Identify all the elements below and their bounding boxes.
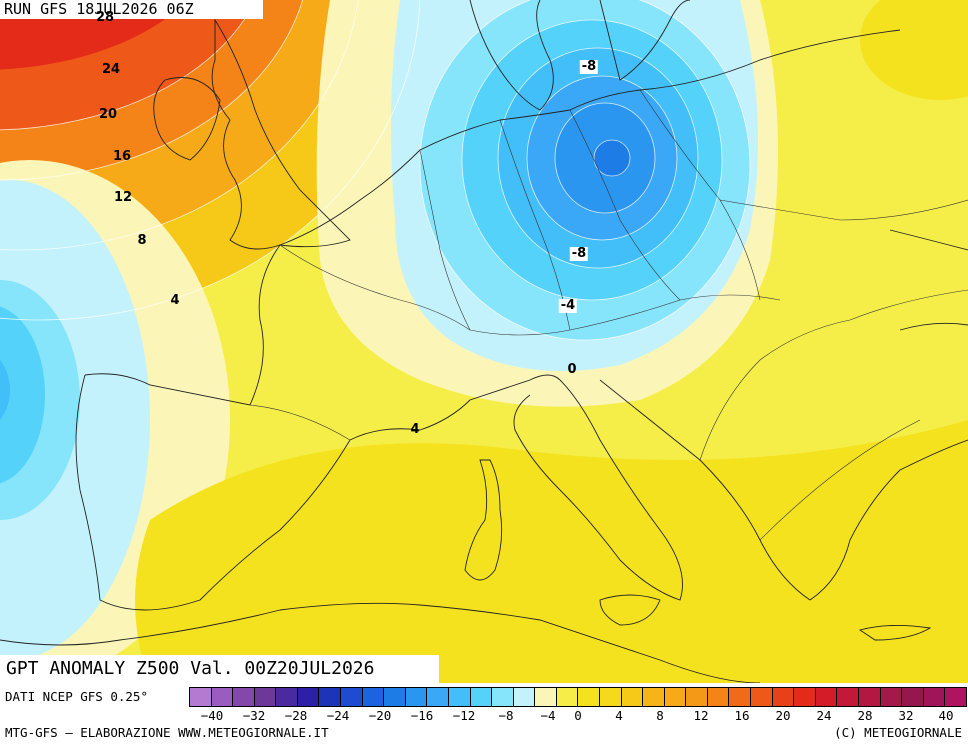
colorbar-cell	[492, 688, 514, 706]
positive-anomaly-med	[135, 0, 968, 683]
contour-label-20: 20	[98, 107, 118, 122]
map-svg	[0, 0, 968, 683]
colorbar-cell	[341, 688, 363, 706]
colorbar-cell	[751, 688, 773, 706]
colorbar-tick-label: −28	[284, 708, 308, 723]
colorbar-tick-label: −4	[540, 708, 556, 723]
colorbar-tick-label: 20	[775, 708, 791, 723]
colorbar-cell	[470, 688, 493, 706]
contour-label-8: 8	[137, 233, 147, 248]
borders	[249, 89, 968, 541]
colorbar-tick-label: −20	[368, 708, 392, 723]
colorbar-tick-label: 16	[734, 708, 750, 723]
colorbar-tick-label: −16	[410, 708, 434, 723]
colorbar-tick-label: 24	[816, 708, 832, 723]
colorbar-cell	[405, 688, 428, 706]
credit-left: MTG-GFS — ELABORAZIONE WWW.METEOGIORNALE…	[5, 725, 329, 740]
colorbar-cell	[880, 688, 903, 706]
contour-label-4-west: 4	[170, 293, 180, 308]
coastlines	[0, 0, 968, 683]
colorbar-cell	[794, 688, 816, 706]
colorbar-cell	[384, 688, 406, 706]
colorbar-cell	[448, 688, 471, 706]
colorbar-cell	[362, 688, 385, 706]
contour-label-24: 24	[101, 62, 121, 77]
colorbar-cell	[664, 688, 687, 706]
colorbar-tick-label: −32	[242, 708, 266, 723]
contour-label-minus8-north: -8	[579, 59, 599, 74]
colorbar-cell	[211, 688, 234, 706]
contour-label-16: 16	[112, 149, 132, 164]
anomaly-map: RUN GFS 18JUL2026 06Z 28 24 20 16 12 8 4…	[0, 0, 968, 683]
colorbar-cell	[556, 688, 579, 706]
colorbar-cell	[643, 688, 665, 706]
colorbar-cell	[923, 688, 946, 706]
colorbar-cell	[729, 688, 752, 706]
colorbar-tick-label: 28	[857, 708, 873, 723]
colorbar-cell	[276, 688, 298, 706]
colorbar-cell	[686, 688, 708, 706]
contour-label-12: 12	[113, 190, 133, 205]
colorbar-cell	[815, 688, 838, 706]
colorbar-tick-label: 12	[693, 708, 709, 723]
colorbar-cell	[621, 688, 644, 706]
colorbar-cell	[190, 688, 212, 706]
colorbar-cell	[578, 688, 600, 706]
colorbar	[189, 687, 967, 707]
colorbar-tick-label: 0	[574, 708, 582, 723]
colorbar-cell	[902, 688, 924, 706]
colorbar-tick-label: 40	[938, 708, 954, 723]
colorbar-cell	[297, 688, 320, 706]
colorbar-cell	[599, 688, 622, 706]
colorbar-cell	[858, 688, 881, 706]
colorbar-cell	[837, 688, 859, 706]
negative-anomaly-center	[391, 0, 758, 372]
colorbar-cell	[233, 688, 255, 706]
colorbar-cell	[535, 688, 557, 706]
colorbar-tick-label: −40	[200, 708, 224, 723]
colorbar-tick-label: 8	[656, 708, 664, 723]
colorbar-tick-label: −12	[452, 708, 476, 723]
map-title: GPT ANOMALY Z500 Val. 00Z20JUL2026	[0, 655, 439, 683]
colorbar-tick-label: −8	[498, 708, 514, 723]
colorbar-cell	[772, 688, 795, 706]
colorbar-cell	[945, 688, 966, 706]
contour-label-minus4: -4	[558, 298, 578, 313]
colorbar-cell	[513, 688, 536, 706]
colorbar-tick-label: 32	[898, 708, 914, 723]
colorbar-cell	[707, 688, 730, 706]
colorbar-cell	[319, 688, 342, 706]
contour-label-28: 28	[95, 10, 115, 25]
colorbar-tick-label: −24	[326, 708, 350, 723]
credit-right: (C) METEOGIORNALE	[834, 725, 962, 740]
colorbar-cell	[254, 688, 277, 706]
contour-label-0: 0	[567, 362, 577, 377]
data-source-label: DATI NCEP GFS 0.25°	[5, 689, 148, 704]
colorbar-tick-label: 4	[615, 708, 623, 723]
run-label: RUN GFS 18JUL2026 06Z	[0, 0, 263, 19]
contour-label-minus8-south: -8	[569, 246, 589, 261]
colorbar-cell	[427, 688, 449, 706]
contour-lines	[0, 0, 751, 341]
contour-label-4-south: 4	[410, 422, 420, 437]
